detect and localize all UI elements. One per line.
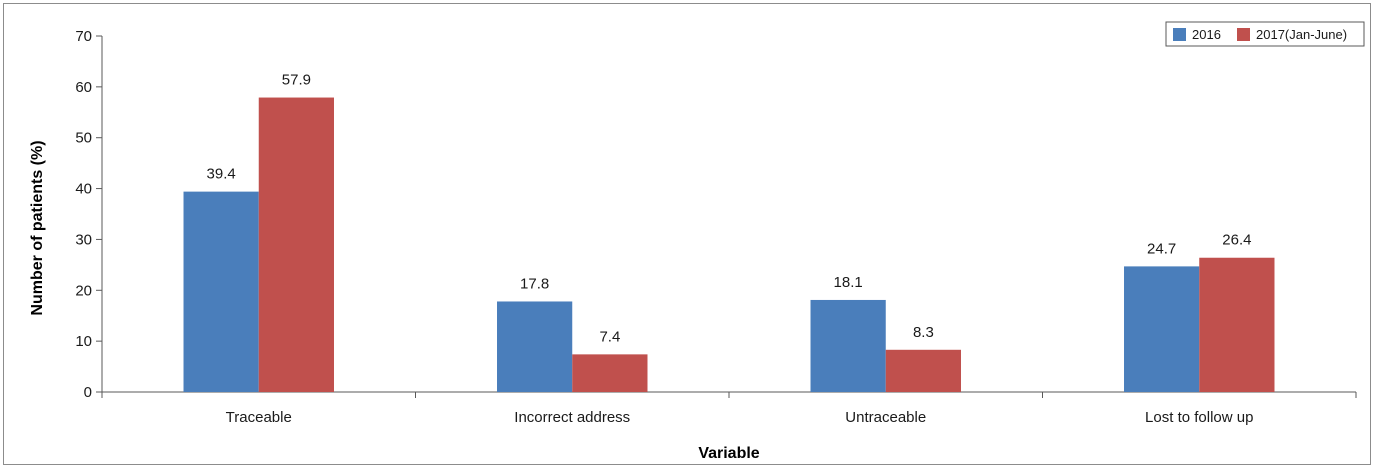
data-label: 57.9	[282, 72, 311, 89]
y-tick-label: 30	[75, 231, 92, 248]
data-label: 18.1	[834, 274, 863, 291]
y-axis-title: Number of patients (%)	[29, 140, 46, 315]
legend: 2016 2017(Jan-June)	[1165, 21, 1365, 47]
data-label: 8.3	[913, 324, 934, 341]
bar-2016-Traceable	[183, 191, 259, 392]
y-tick-label: 60	[75, 79, 92, 96]
bar-2016-Incorrect address	[497, 301, 573, 392]
bars	[183, 97, 1275, 392]
y-axis: 0 10 20 30 40 50 60 70	[75, 28, 103, 401]
bar-2017(Jan-June)-Traceable	[258, 97, 334, 392]
x-axis: Traceable Incorrect address Untraceable Los…	[101, 391, 1357, 426]
bar-2017(Jan-June)-Incorrect address	[572, 354, 648, 392]
data-label: 7.4	[599, 328, 620, 345]
y-tick-label: 40	[75, 181, 92, 198]
legend-swatch	[1173, 28, 1186, 41]
x-category-label: Traceable	[226, 409, 292, 426]
data-label: 17.8	[520, 275, 549, 292]
x-category-label: Untraceable	[845, 409, 926, 426]
y-tick-label: 0	[84, 384, 92, 401]
x-axis-title: Variable	[698, 445, 759, 462]
y-tick-label: 10	[75, 333, 92, 350]
y-tick-label: 70	[75, 28, 92, 45]
data-labels: 39.4 57.9 17.8 7.4 18.1 8.3 24.7 26.4	[207, 72, 1252, 346]
bar-2016-Lost to follow up	[1124, 266, 1200, 392]
legend-swatch	[1237, 28, 1250, 41]
data-label: 39.4	[207, 166, 236, 183]
legend-label: 2017(Jan-June)	[1256, 27, 1347, 42]
y-tick-label: 50	[75, 130, 92, 147]
legend-label: 2016	[1192, 27, 1221, 42]
data-label: 24.7	[1147, 240, 1176, 257]
x-category-label: Lost to follow up	[1145, 409, 1253, 426]
bar-2017(Jan-June)-Lost to follow up	[1199, 257, 1275, 392]
legend-box	[1165, 21, 1365, 47]
bar-2017(Jan-June)-Untraceable	[885, 349, 961, 392]
bar-2016-Untraceable	[810, 299, 886, 392]
y-tick-label: 20	[75, 282, 92, 299]
x-category-label: Incorrect address	[514, 409, 630, 426]
data-label: 26.4	[1222, 232, 1251, 249]
